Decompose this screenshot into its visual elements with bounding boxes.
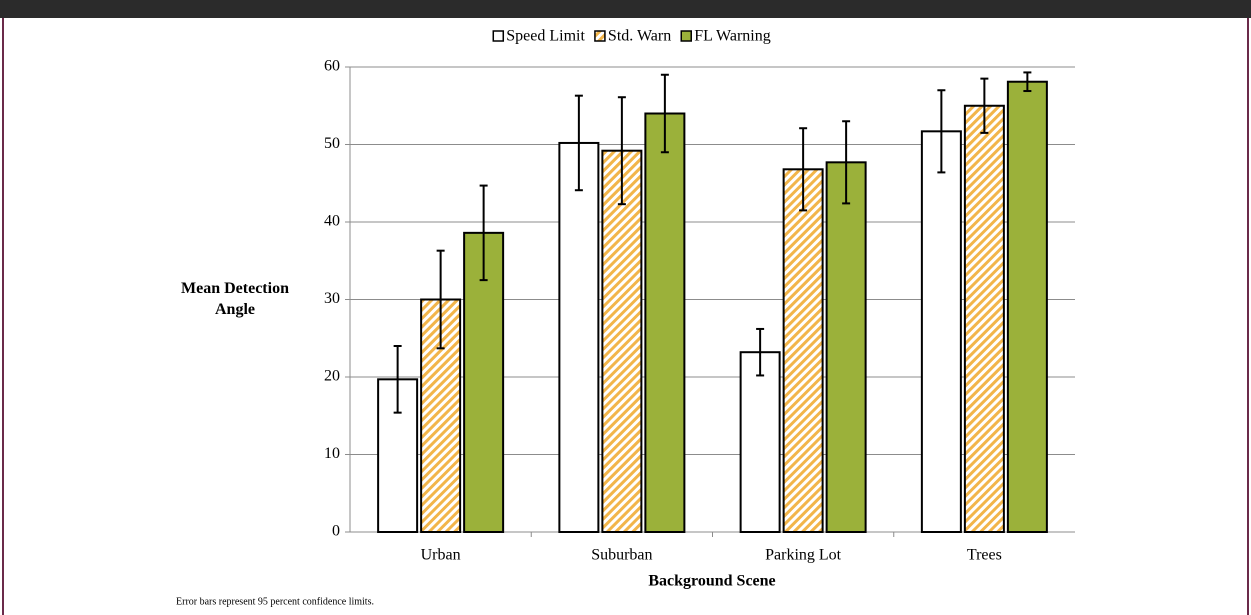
legend-swatch [680,30,692,42]
error-bar [756,327,765,377]
bar [739,351,781,534]
x-tick-label: Suburban [591,547,652,564]
error-bar [842,120,851,205]
top-bar [0,0,1251,18]
error-bar [479,184,488,282]
y-axis-title: Mean Detection Angle [181,280,289,318]
left-border [2,18,4,615]
right-border [1247,18,1249,615]
bar [601,149,643,533]
bar [825,161,867,533]
bar [963,104,1005,533]
x-axis-title: Background Scene [648,573,775,590]
footnote: Error bars represent 95 percent confiden… [176,596,374,607]
bar [463,231,505,533]
error-bar [617,96,626,206]
error-bar [660,73,669,154]
error-bar [980,77,989,134]
y-tick-label: 20 [324,368,340,385]
error-bar [393,345,402,414]
bar [644,112,686,533]
error-bar [799,127,808,212]
legend-label: FL Warning [694,28,770,45]
bar [558,141,600,533]
error-bar [937,89,946,174]
y-tick-label: 10 [324,445,340,462]
y-tick-label: 50 [324,135,340,152]
legend-swatch [594,30,606,42]
y-tick-label: 60 [324,58,340,75]
legend-label: Speed Limit [506,28,585,45]
legend: Speed Limit Std. Warn FL Warning [492,28,771,45]
x-tick-label: Parking Lot [765,547,842,564]
x-tick-label: Trees [967,547,1002,564]
y-tick-label: 30 [324,290,340,307]
bar [1006,80,1048,533]
bar [920,130,962,533]
error-bar [436,249,445,350]
y-tick-label: 40 [324,213,340,230]
legend-label: Std. Warn [608,28,671,45]
bar [782,168,824,534]
legend-swatch [492,30,505,42]
y-tick-label: 0 [332,523,340,540]
error-bar [1023,71,1032,93]
error-bar [574,94,583,192]
x-tick-label: Urban [421,547,461,564]
